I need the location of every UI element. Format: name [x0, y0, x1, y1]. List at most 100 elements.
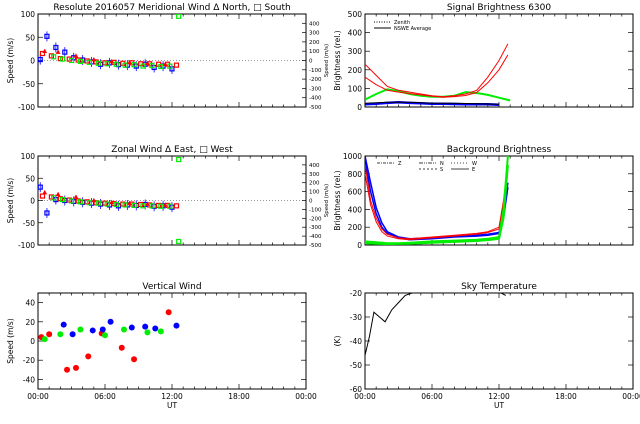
meridional-chart: Resolute 2016057 Meridional Wind Δ North…: [6, 3, 330, 112]
meridional-point-north: [38, 56, 43, 63]
meridional-point-south-extra: [68, 57, 75, 64]
zonal-point-east-extra: [162, 202, 168, 207]
vertical-point-red: [165, 309, 172, 316]
background-line-blue-2: [365, 160, 509, 241]
meridional-point-north-extra: [42, 48, 48, 53]
vertical-point-red: [64, 366, 71, 373]
zonal-y2tick-label: 300: [309, 172, 320, 178]
vertical-xtick-label: 00:00: [27, 392, 49, 401]
zonal-point-west-extra: [113, 201, 119, 208]
vertical-point-red: [85, 353, 92, 360]
meridional-point-north: [62, 49, 68, 55]
meridional-point-south-extra: [59, 56, 66, 62]
signal-chart: Signal Brightness 6300 0 100 200 300 400 500 Br…: [333, 3, 634, 112]
zonal-point-west-extra: [86, 200, 92, 206]
zonal-y2tick-label: -100: [309, 207, 322, 213]
zonal-point-east-extra: [109, 199, 115, 205]
meridional-y2tick-label: 300: [309, 31, 320, 37]
zonal-point-west-extra: [131, 202, 137, 208]
signal-ytick-label: 300: [348, 47, 363, 56]
vertical-point-red: [72, 364, 79, 371]
signal-line-red-2: [365, 54, 509, 98]
background-ytick-label: 600: [348, 188, 363, 197]
meridional-y2label: Speed (m/s): [324, 44, 330, 77]
sky-ytick-label: -30: [350, 313, 362, 322]
meridional-y2tick-label: -200: [309, 77, 322, 83]
background-line-green-2: [365, 164, 509, 245]
sky-xtick-label: 00:00: [354, 392, 376, 401]
zonal-ytick-label: 100: [21, 152, 36, 161]
background-title: Background Brightness: [447, 145, 552, 155]
meridional-y2tick-label: -100: [309, 68, 322, 74]
zonal-y2tick-label: 200: [309, 181, 320, 187]
vertical-ylabel: Speed (m/s): [6, 318, 15, 364]
meridional-point-south: [173, 62, 180, 68]
meridional-point-north-extra: [73, 53, 79, 58]
legend-label-average: NSWE Average: [394, 26, 431, 32]
zonal-y2label: Speed (m/s): [324, 184, 330, 217]
zonal-point-west-extra: [149, 203, 155, 209]
zonal-y2tick-label: -400: [309, 234, 322, 240]
vertical-point-green: [157, 328, 164, 335]
zonal-point-east: [44, 210, 50, 216]
zonal-point-east-extra: [42, 189, 48, 195]
vertical-point-green: [120, 326, 127, 333]
zonal-point-west-extra: [77, 199, 84, 205]
legend-label-zenith: Zenith: [394, 20, 410, 26]
meridional-y2tick-label: 0: [309, 59, 313, 65]
zonal-point-west-extra: [59, 197, 66, 203]
vertical-ytick-label: -20: [23, 356, 35, 365]
zonal-point-west-extra: [122, 202, 128, 208]
meridional-title: Resolute 2016057 Meridional Wind Δ North…: [53, 3, 290, 13]
zonal-point-east-extra: [73, 194, 79, 199]
vertical-xtick-label: 06:00: [94, 392, 116, 401]
vertical-xtick-label: 00:00: [295, 392, 317, 401]
legend-label-N: N: [440, 161, 444, 167]
sky-ytick-label: -20: [350, 289, 362, 298]
signal-ytick-label: 0: [357, 103, 362, 112]
background-line-red-1: [365, 164, 509, 240]
background-ytick-label: 0: [357, 241, 362, 250]
zonal-point-west-extra: [104, 201, 110, 207]
legend-label-E: E: [472, 167, 475, 173]
meridional-point-north-extra: [91, 56, 97, 62]
vertical-xtick-label: 18:00: [228, 392, 250, 401]
zonal-point-east-extra: [55, 191, 61, 197]
meridional-point-south-extra: [51, 54, 57, 60]
sky-xtick-label: 06:00: [421, 392, 443, 401]
vertical-point-blue: [173, 322, 180, 329]
meridional-point-south-extra: [104, 61, 110, 67]
zonal-point-east-extra: [145, 201, 150, 206]
vertical-title: Vertical Wind: [142, 282, 201, 292]
background-line-blue-1: [365, 156, 509, 240]
vertical-ytick-label: 40: [25, 299, 35, 308]
meridional-point-north-extra: [109, 58, 115, 64]
vertical-series-group: [38, 309, 180, 373]
sky-frame: [364, 292, 634, 390]
vertical-xtick-label: 12:00: [161, 392, 183, 401]
signal-ytick-label: 200: [348, 66, 363, 75]
meridional-ylabel: Speed (m/s): [6, 38, 15, 84]
zonal-point-east: [38, 184, 43, 190]
meridional-y2tick-label: -300: [309, 86, 322, 92]
meridional-point-north: [53, 44, 59, 51]
legend-label-S: S: [440, 167, 443, 173]
meridional-point-north: [44, 33, 50, 39]
meridional-point-north-extra: [162, 61, 168, 67]
zonal-point-west-extra: [68, 198, 75, 204]
zonal-chart: Zonal Wind Δ East, □ West-100-50050100Sp…: [6, 145, 330, 250]
zonal-point-west-extra: [167, 203, 173, 209]
vertical-point-green: [102, 332, 108, 339]
background-ytick-label: 800: [348, 170, 363, 179]
meridional-y2tick-label: 400: [309, 21, 320, 27]
sky-ytick-label: -50: [350, 361, 362, 370]
vertical-chart: Vertical Wind 00:00 06:00 12:00 18:00 00:00 UT…: [6, 282, 317, 410]
signal-ytick-label: 100: [348, 84, 363, 93]
zonal-series-group: [38, 156, 182, 245]
zonal-point-west-extra: [140, 203, 146, 209]
legend-label-Z: Z: [398, 161, 402, 167]
sky-title: Sky Temperature: [461, 282, 537, 292]
meridional-ytick-label: 50: [25, 33, 35, 42]
